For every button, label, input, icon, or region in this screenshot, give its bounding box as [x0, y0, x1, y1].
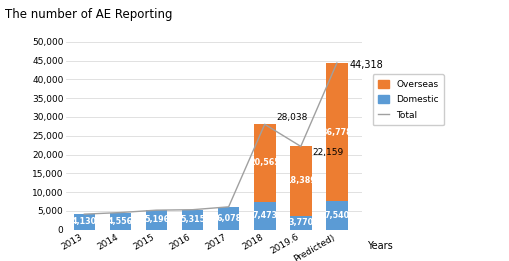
Bar [325, 63, 347, 201]
Text: 28,038: 28,038 [276, 113, 307, 122]
Legend: Overseas, Domestic, Total: Overseas, Domestic, Total [372, 74, 443, 125]
Text: 5,315: 5,315 [180, 215, 205, 224]
Bar [73, 214, 95, 230]
Text: 4,130: 4,130 [72, 217, 97, 227]
Text: 7,473: 7,473 [251, 211, 277, 220]
Text: 6,078: 6,078 [216, 214, 241, 223]
Bar [146, 210, 167, 230]
Bar [217, 207, 239, 230]
Bar [109, 212, 131, 230]
Text: 20,565: 20,565 [249, 158, 279, 168]
Text: 44,318: 44,318 [349, 60, 382, 70]
Text: 36,778: 36,778 [321, 128, 352, 137]
Bar [290, 216, 311, 230]
Bar [290, 146, 311, 216]
Text: 18,389: 18,389 [285, 176, 316, 186]
Text: 22,159: 22,159 [312, 148, 343, 157]
Bar [253, 201, 275, 230]
Bar [325, 201, 347, 230]
Text: 4,556: 4,556 [107, 217, 133, 226]
Text: 5,196: 5,196 [144, 215, 168, 224]
Text: The number of AE Reporting: The number of AE Reporting [5, 8, 172, 21]
Bar [253, 124, 275, 201]
Text: Years: Years [366, 241, 392, 251]
Text: 7,540: 7,540 [324, 211, 349, 220]
Text: 3,770: 3,770 [288, 218, 313, 227]
Bar [181, 210, 203, 230]
